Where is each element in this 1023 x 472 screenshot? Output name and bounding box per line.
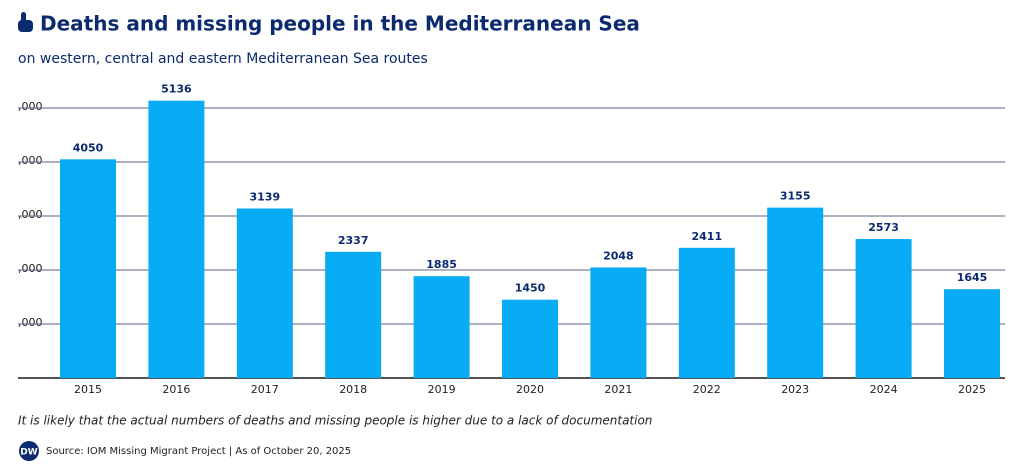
- value-label: 4050: [73, 141, 104, 154]
- y-tick-label: ,000: [18, 316, 43, 329]
- x-tick-label: 2015: [74, 383, 102, 396]
- value-label: 3139: [249, 190, 280, 203]
- value-label: 2337: [338, 234, 369, 247]
- bar: [325, 251, 382, 378]
- bar: [413, 276, 470, 378]
- x-tick-label: 2022: [693, 383, 721, 396]
- x-tick-label: 2025: [958, 383, 986, 396]
- y-tick-label: ,000: [18, 100, 43, 113]
- bar: [767, 207, 824, 378]
- x-tick-label: 2023: [781, 383, 809, 396]
- x-tick-label: 2020: [516, 383, 544, 396]
- bar: [60, 159, 116, 378]
- hand-icon: [18, 12, 33, 32]
- value-label: 1645: [957, 271, 988, 284]
- bar: [148, 100, 205, 378]
- x-tick-label: 2019: [428, 383, 456, 396]
- bar: [678, 247, 735, 378]
- bar: [590, 267, 647, 378]
- x-tick-label: 2018: [339, 383, 367, 396]
- value-label: 2573: [868, 221, 899, 234]
- value-label: 1885: [426, 258, 457, 271]
- value-label: 3155: [780, 190, 811, 203]
- bar: [855, 239, 912, 378]
- y-tick-label: ,000: [18, 154, 43, 167]
- x-tick-label: 2016: [162, 383, 190, 396]
- y-tick-label: ,000: [18, 262, 43, 275]
- y-tick-label: ,000: [18, 208, 43, 221]
- bar: [502, 299, 558, 378]
- logo-badge: [19, 441, 39, 461]
- x-tick-label: 2024: [870, 383, 898, 396]
- value-label: 5136: [161, 83, 192, 96]
- note: It is likely that the actual numbers of …: [18, 414, 652, 428]
- value-label: 2411: [691, 230, 722, 243]
- bar: [944, 289, 1000, 378]
- chart-subtitle: on western, central and eastern Mediterr…: [18, 51, 428, 67]
- x-tick-label: 2017: [251, 383, 279, 396]
- x-tick-label: 2021: [604, 383, 632, 396]
- value-label: 1450: [515, 282, 546, 295]
- chart-title: Deaths and missing people in the Mediter…: [40, 12, 640, 36]
- bar: [236, 208, 293, 378]
- value-label: 2048: [603, 249, 634, 262]
- logo: DW: [20, 448, 37, 458]
- source: Source: IOM Missing Migrant Project | As…: [46, 446, 351, 457]
